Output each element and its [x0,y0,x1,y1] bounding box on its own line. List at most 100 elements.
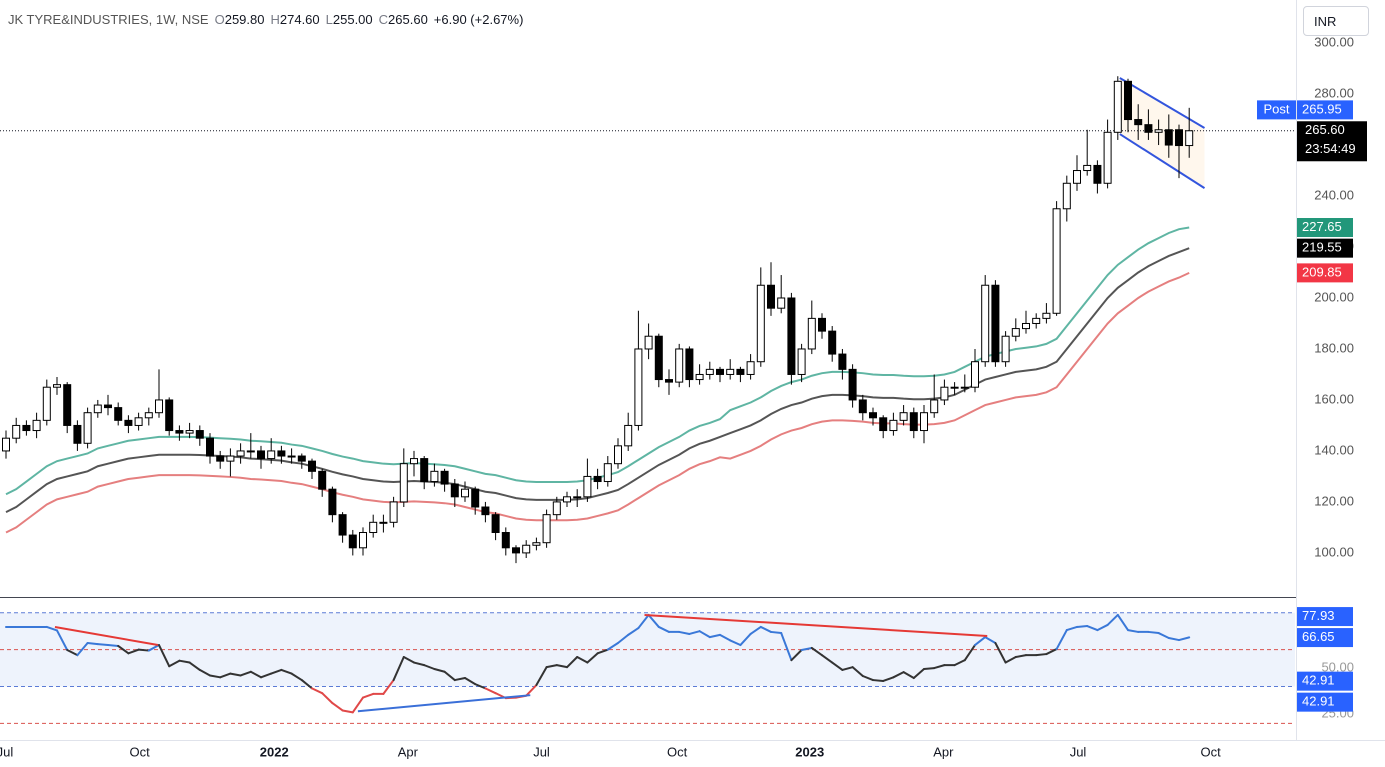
candle-body [1164,129,1173,146]
rsi-segment [555,664,568,669]
candle-body [2,437,10,452]
candle-body [1032,317,1041,324]
candle-body [930,399,939,414]
candle-body [185,430,194,434]
x-tick-label: Jul [1070,744,1087,759]
candle-body [573,496,582,499]
candle-body [277,450,286,457]
last-price-label: 265.60 [1305,122,1345,137]
candle-body [236,450,245,457]
candle-body [940,386,949,401]
candle-body [420,458,429,483]
rsi-segment [209,674,222,679]
rsi-segment [576,656,589,664]
rsi-segment [994,641,1007,664]
y-tick-label: 160.00 [1314,391,1354,406]
rsi-segment [729,639,742,647]
candle-body [512,547,520,554]
candle-body [675,348,684,383]
rsi-segment [198,668,211,677]
trendline [1119,77,1206,129]
rsi-segment [780,632,793,662]
change: +6.90 (+2.67%) [433,12,524,27]
rsi-segment [188,661,201,671]
rsi-segment [831,661,844,671]
rsi-segment [963,644,976,662]
y-tick-label: 100.00 [1314,544,1354,559]
candle-body [318,470,327,490]
rsi-segment [158,644,171,668]
rsi-segment [321,692,334,705]
ohlc-value: 255.00 [332,12,373,27]
candle-body [124,419,133,426]
post-value-label: 265.95 [1302,101,1342,116]
rsi-segment [1076,625,1089,628]
rsi-segment [739,632,752,647]
candle-body [328,488,337,516]
candle-body [1144,124,1153,133]
candle-body [1103,131,1112,184]
channel-value-box [1297,218,1353,238]
candle-body [654,335,663,381]
candle-body [144,412,153,419]
rsi-segment [1096,623,1109,632]
x-tick-label: Apr [398,744,419,759]
rsi-segment [800,646,813,652]
rsi-segment [688,630,701,635]
x-tick-label: 2023 [795,744,824,759]
candle-body [787,297,796,375]
legend-header: JK TYRE&INDUSTRIES, 1W, NSE O259.80 H274.6… [8,12,523,27]
rsi-segment [617,633,630,644]
rsi-segment [596,648,609,655]
candle-body [1154,129,1163,133]
rsi-segment [453,677,466,682]
candle-body [491,514,500,534]
y-tick-label: 200.00 [1314,289,1354,304]
candle-body [1073,170,1081,184]
candle-body [593,475,602,483]
candle-body [195,430,204,439]
candle-body [736,368,745,375]
rsi-segment [637,613,650,630]
channel-value-label: 219.55 [1302,240,1342,255]
last-price-box [1297,121,1367,162]
candle-body [695,373,704,381]
candle-body [532,542,541,546]
candle-body [206,437,214,457]
rsi-segment [260,672,273,679]
candle-body [614,445,622,465]
rsi-segment [117,644,130,655]
candle-body [542,514,551,544]
ohlc-value: 265.60 [388,12,428,27]
rsi-segment [76,641,89,657]
rsi-segment [1004,656,1017,664]
candle-body [879,417,888,432]
channel-value-label: 227.65 [1302,219,1342,234]
rsi-segment [851,666,864,678]
rsi-segment [586,652,599,664]
rsi-segment [1147,630,1160,635]
rsi-value-box [1297,607,1353,627]
rsi-segment [249,670,262,679]
y-tick-label: 280.00 [1314,85,1354,100]
rsi-segment [382,679,395,695]
candle-body [1134,119,1143,126]
candle-body [981,284,990,363]
rsi-segment [1167,637,1180,642]
rsi-segment [657,625,670,633]
candle-body [297,455,306,462]
currency-button[interactable]: INR [1303,6,1369,36]
candle-body [756,284,765,363]
symbol: JK TYRE&INDUSTRIES, 1W, NSE [8,12,209,27]
rsi-segment [861,675,874,682]
candle-body [889,419,898,432]
candle-body [838,353,847,370]
rsi-segment [627,627,640,636]
candle-body [440,470,449,485]
rsi-segment [86,641,99,646]
rsi-segment [647,613,660,628]
rsi-segment [290,672,303,682]
candle-body [1185,130,1194,147]
rsi-tick-label: 50.00 [1321,660,1354,675]
candle-body [348,534,357,549]
